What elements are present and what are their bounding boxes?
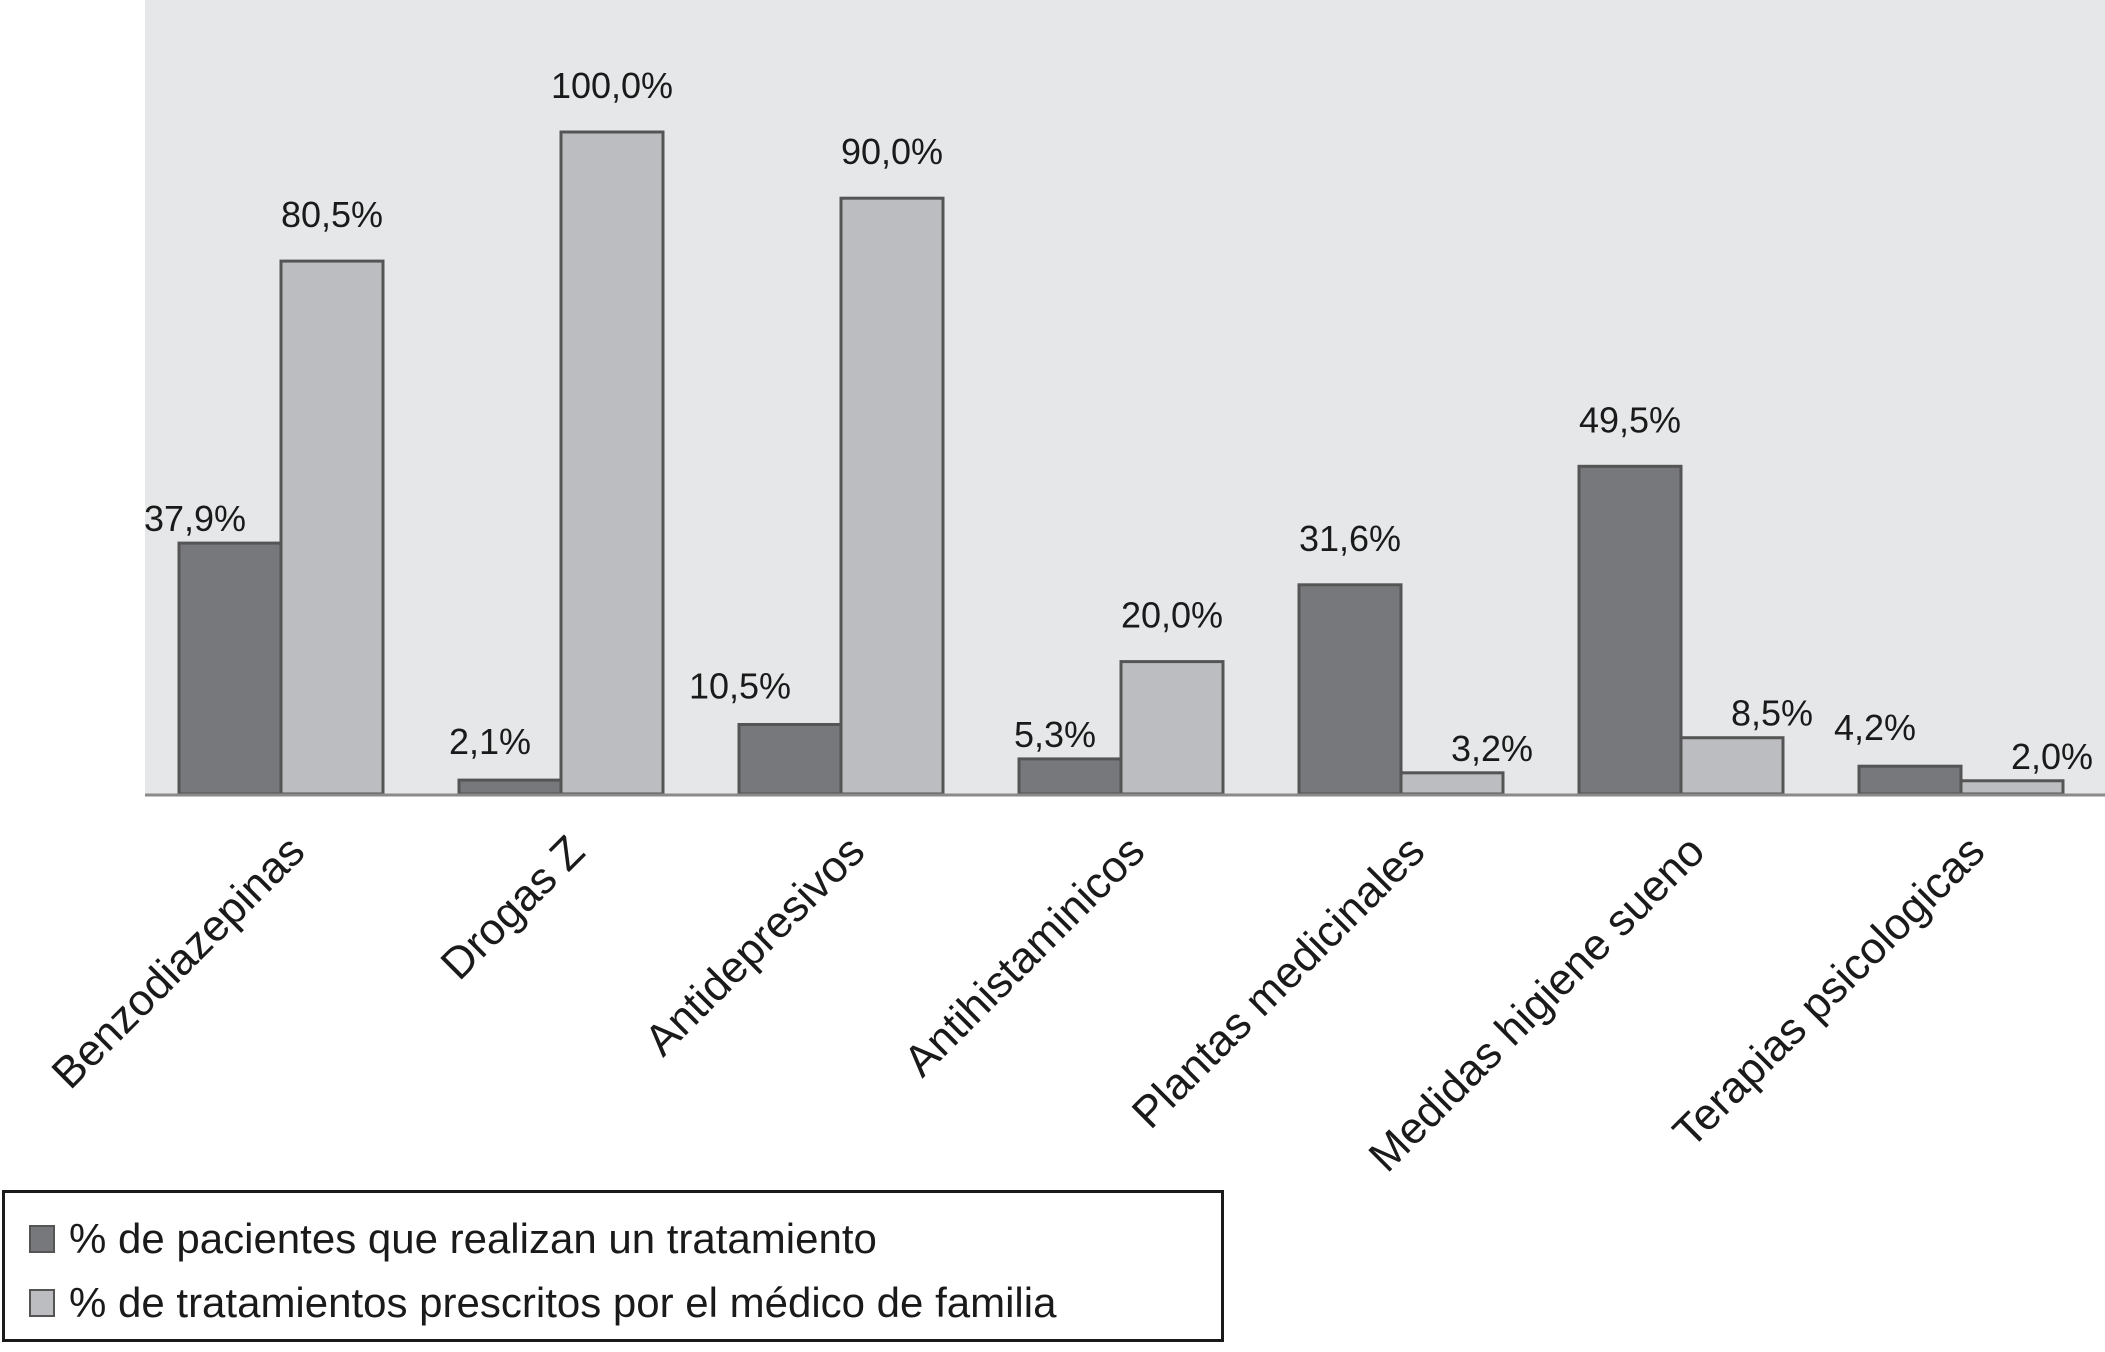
bar-pacientes-2 bbox=[737, 722, 843, 796]
bar-pacientes-0 bbox=[177, 541, 283, 796]
data-label-pacientes-1: 2,1% bbox=[449, 721, 531, 762]
bar-prescritos-1 bbox=[559, 130, 665, 796]
bar-prescritos-2 bbox=[839, 196, 945, 796]
data-label-pacientes-0: 37,9% bbox=[144, 498, 246, 539]
bar-prescritos-3 bbox=[1119, 660, 1225, 796]
bar-prescritos-5 bbox=[1679, 736, 1785, 796]
legend-swatch-prescritos bbox=[29, 1289, 55, 1317]
data-label-prescritos-4: 3,2% bbox=[1451, 728, 1533, 769]
category-label-1: Drogas Z bbox=[432, 826, 595, 989]
category-label-3: Antihistaminicos bbox=[895, 826, 1154, 1085]
bar-pacientes-4 bbox=[1297, 583, 1403, 796]
value-labels-layer: 37,9% 80,5% 2,1% 100,0% 10,5% 90,0% 5,3% 20,0% 3… bbox=[144, 65, 2093, 777]
legend-item-pacientes: % de pacientes que realizan un tratamien… bbox=[29, 1209, 877, 1269]
data-label-pacientes-2: 10,5% bbox=[689, 665, 791, 706]
category-label-0: Benzodiazepinas bbox=[43, 826, 315, 1098]
data-label-prescritos-5: 8,5% bbox=[1731, 693, 1813, 734]
legend: % de pacientes que realizan un tratamien… bbox=[2, 1190, 1224, 1342]
bar-pacientes-6 bbox=[1857, 764, 1963, 796]
legend-label-pacientes: % de pacientes que realizan un tratamien… bbox=[69, 1215, 877, 1262]
data-label-prescritos-6: 2,0% bbox=[2011, 736, 2093, 777]
category-label-6: Terapias psicologicas bbox=[1664, 826, 1994, 1156]
bars-layer bbox=[177, 130, 2065, 796]
bar-prescritos-4 bbox=[1399, 771, 1505, 796]
bar-pacientes-1 bbox=[457, 778, 563, 796]
category-labels-layer: Benzodiazepinas Drogas Z Antidepresivos Ant… bbox=[43, 826, 1995, 1181]
data-label-pacientes-5: 49,5% bbox=[1579, 399, 1681, 440]
legend-swatch-pacientes bbox=[29, 1225, 55, 1253]
data-label-pacientes-4: 31,6% bbox=[1299, 518, 1401, 559]
data-label-prescritos-3: 20,0% bbox=[1121, 595, 1223, 636]
legend-item-prescritos: % de tratamientos prescritos por el médi… bbox=[29, 1273, 1056, 1333]
category-label-4: Plantas medicinales bbox=[1123, 826, 1434, 1137]
bar-pacientes-3 bbox=[1017, 757, 1123, 796]
data-label-prescritos-1: 100,0% bbox=[551, 65, 673, 106]
data-label-pacientes-6: 4,2% bbox=[1834, 707, 1916, 748]
category-label-2: Antidepresivos bbox=[635, 826, 874, 1065]
data-label-prescritos-2: 90,0% bbox=[841, 131, 943, 172]
bar-prescritos-6 bbox=[1959, 779, 2065, 796]
legend-label-prescritos: % de tratamientos prescritos por el médi… bbox=[69, 1279, 1057, 1326]
data-label-prescritos-0: 80,5% bbox=[281, 194, 383, 235]
bar-pacientes-5 bbox=[1577, 464, 1683, 796]
bar-prescritos-0 bbox=[279, 259, 385, 796]
data-label-pacientes-3: 5,3% bbox=[1014, 714, 1096, 755]
